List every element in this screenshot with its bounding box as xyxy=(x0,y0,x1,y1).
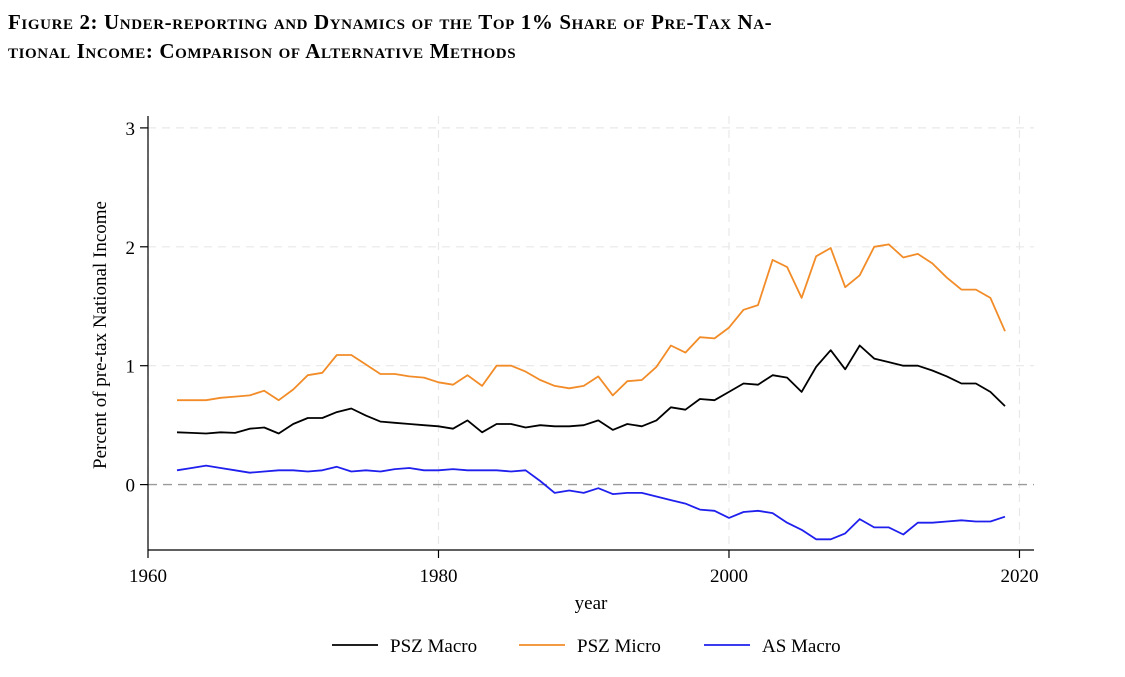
series-line-psz-micro xyxy=(177,243,1006,402)
x-axis-label: year xyxy=(575,593,608,614)
x-tick-label: 2020 xyxy=(1000,566,1038,587)
legend-label-psz-macro: PSZ Macro xyxy=(390,636,477,657)
legend-label-as-macro: AS Macro xyxy=(762,636,841,657)
figure-caption: Figure 2: Under-reporting and Dynamics o… xyxy=(8,8,1113,66)
legend-label-psz-micro: PSZ Micro xyxy=(577,636,661,657)
series-line-psz-macro xyxy=(176,344,1006,435)
y-tick-label: 3 xyxy=(126,119,136,140)
x-tick-label: 2000 xyxy=(710,566,748,587)
y-axis-label: Percent of pre-tax National Income xyxy=(90,201,111,469)
y-tick-label: 1 xyxy=(126,357,136,378)
caption-line-1: Figure 2: Under-reporting and Dynamics o… xyxy=(8,10,773,34)
legend: PSZ Macro PSZ Micro AS Macro xyxy=(332,636,841,657)
series-line-as-macro xyxy=(176,464,1006,541)
series-lines xyxy=(176,243,1006,541)
caption-line-2: tional Income: Comparison of Alternative… xyxy=(8,39,517,63)
y-tick-label: 0 xyxy=(126,476,136,497)
y-tick-label: 2 xyxy=(126,238,136,259)
x-tick-label: 1980 xyxy=(419,566,457,587)
axes: 0 1 2 3 1960 1980 2000 2020 xyxy=(126,116,1038,587)
x-tick-label: 1960 xyxy=(129,566,167,587)
